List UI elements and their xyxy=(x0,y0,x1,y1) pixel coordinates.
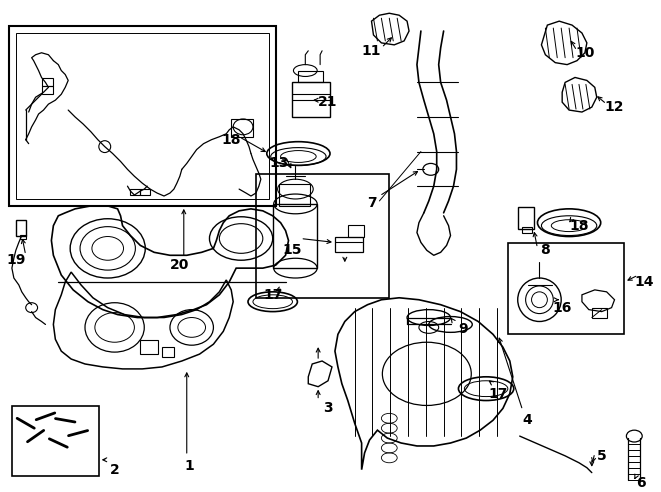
Text: 8: 8 xyxy=(541,244,550,257)
Text: 18: 18 xyxy=(221,133,241,147)
Bar xyxy=(16,33,269,199)
Bar xyxy=(20,235,26,240)
Bar xyxy=(140,340,158,354)
Bar xyxy=(256,174,389,298)
Text: 1: 1 xyxy=(185,459,194,473)
Text: 5: 5 xyxy=(597,449,607,463)
Bar xyxy=(292,82,330,117)
Bar xyxy=(9,26,276,206)
Text: 3: 3 xyxy=(323,401,333,415)
Text: 13: 13 xyxy=(269,156,288,170)
Text: 18: 18 xyxy=(569,218,589,233)
Text: 20: 20 xyxy=(170,258,190,272)
Text: 6: 6 xyxy=(637,476,646,490)
Text: 21: 21 xyxy=(319,95,338,109)
Text: 17: 17 xyxy=(488,387,508,400)
Bar xyxy=(508,244,625,335)
Bar xyxy=(162,347,174,357)
Text: 17: 17 xyxy=(263,288,282,302)
Text: 7: 7 xyxy=(367,196,376,210)
Bar xyxy=(518,207,533,229)
Text: 9: 9 xyxy=(459,322,468,337)
Bar xyxy=(522,227,531,233)
Text: 11: 11 xyxy=(362,44,381,58)
Text: 19: 19 xyxy=(6,253,26,267)
Bar xyxy=(140,189,150,195)
Bar xyxy=(231,119,253,137)
Bar xyxy=(298,70,323,82)
Bar xyxy=(348,225,364,237)
Text: 16: 16 xyxy=(553,301,572,315)
Text: 4: 4 xyxy=(523,413,533,427)
Bar xyxy=(592,308,607,317)
Bar xyxy=(16,220,26,236)
Bar xyxy=(279,184,310,206)
Bar xyxy=(12,406,99,476)
Bar xyxy=(42,87,54,94)
Bar xyxy=(335,237,363,252)
Bar xyxy=(130,189,140,195)
Text: 2: 2 xyxy=(110,462,120,477)
Bar xyxy=(273,204,317,268)
Text: 10: 10 xyxy=(575,46,595,60)
Text: 12: 12 xyxy=(605,100,624,114)
Bar xyxy=(42,78,54,87)
Text: 15: 15 xyxy=(283,244,302,257)
Text: 14: 14 xyxy=(635,275,654,289)
